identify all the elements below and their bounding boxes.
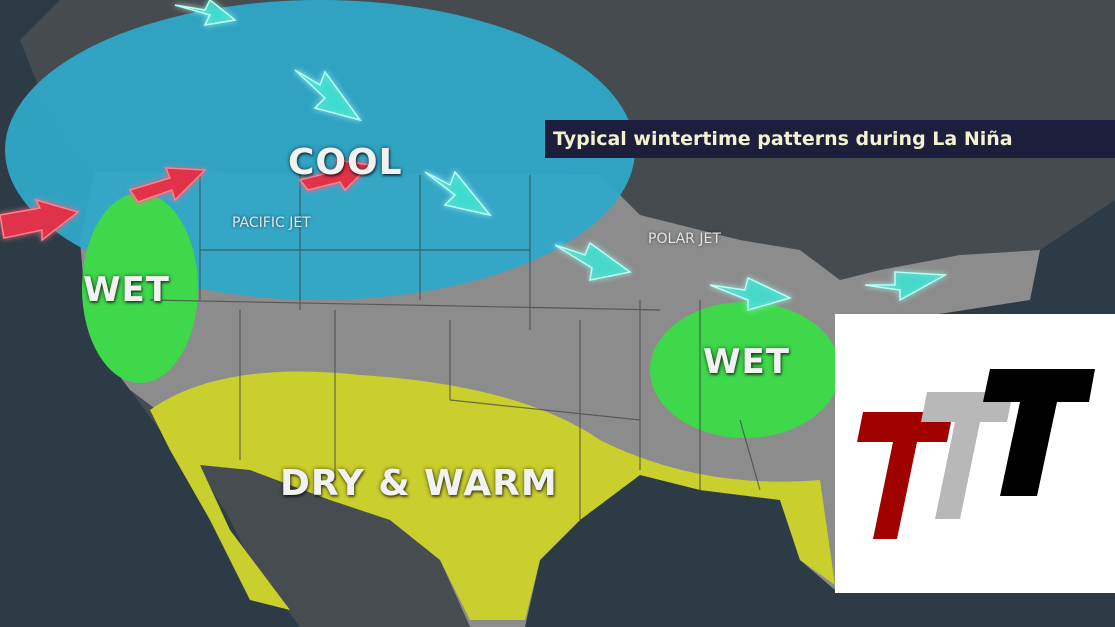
cyan-arrow-icon — [424, 170, 492, 217]
pacific-jet-label: PACIFIC JET — [232, 215, 311, 231]
red-arrow-icon — [0, 198, 80, 242]
ttt-logo — [835, 314, 1115, 593]
red-arrow-icon — [298, 159, 372, 192]
pacific-jet-arrows — [0, 159, 372, 242]
map-title: Typical wintertime patterns during La Ni… — [545, 120, 1115, 158]
state-borders — [149, 172, 761, 520]
cyan-arrow-icon — [174, 0, 237, 26]
logo-letter-t-black — [983, 369, 1095, 496]
dry-warm-label: DRY & WARM — [280, 463, 558, 504]
cool-label: COOL — [288, 142, 403, 183]
cyan-arrow-icon — [709, 276, 793, 311]
polar-jet-arrows — [174, 0, 948, 311]
red-arrow-icon — [128, 167, 207, 203]
wet-region-east — [650, 302, 840, 438]
wet-west-label: WET — [83, 270, 170, 310]
cyan-arrow-icon — [864, 271, 948, 302]
polar-jet-label: POLAR JET — [648, 231, 721, 247]
cyan-arrow-icon — [554, 241, 632, 281]
dry-warm-region — [150, 371, 835, 620]
wet-east-label: WET — [703, 342, 790, 382]
wet-region-west — [82, 193, 198, 383]
logo-letter-t-gray — [921, 392, 1013, 519]
logo-letter-t-red — [857, 412, 953, 539]
cyan-arrow-icon — [294, 69, 362, 122]
ttt-logo-graphic — [857, 369, 1095, 539]
